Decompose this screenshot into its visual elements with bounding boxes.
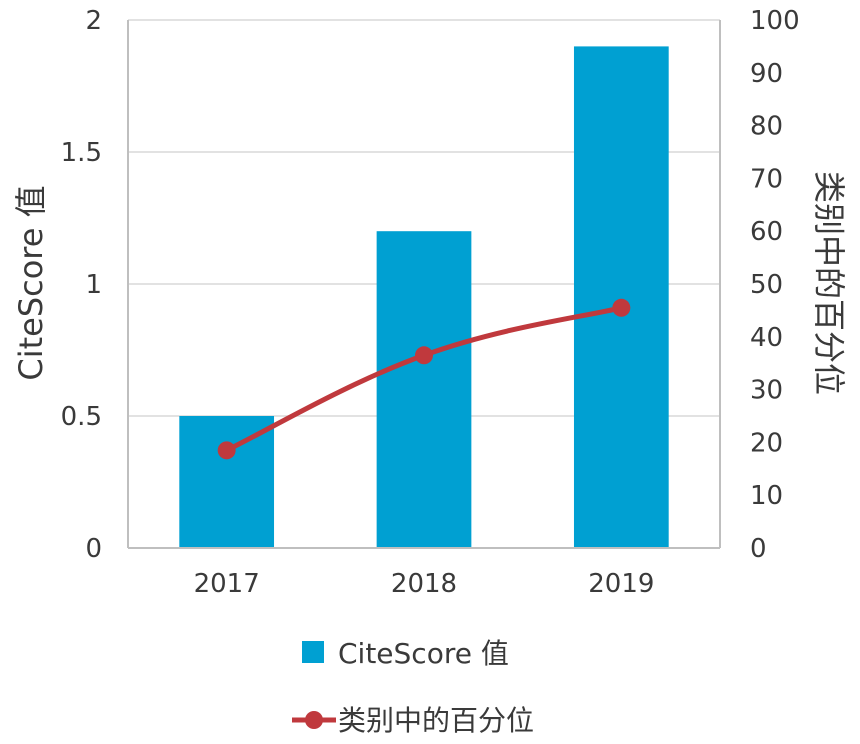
line-series: [217, 298, 631, 460]
legend-bar-label: CiteScore 值: [338, 637, 509, 670]
bar: [376, 231, 472, 548]
line-point: [217, 441, 236, 460]
bar: [179, 416, 275, 548]
x-tick-label: 2018: [391, 569, 457, 599]
left-tick-label: 1: [85, 270, 102, 300]
right-tick-label: 10: [750, 481, 783, 511]
right-tick-label: 100: [750, 6, 800, 36]
right-tick-label: 80: [750, 112, 783, 142]
right-tick-label: 0: [750, 534, 767, 564]
legend-line-marker: [305, 711, 323, 729]
legend-line-label: 类别中的百分位: [338, 704, 534, 737]
right-tick-label: 90: [750, 59, 783, 89]
right-axis-title: 类别中的百分位: [810, 171, 848, 395]
right-tick-label: 70: [750, 164, 783, 194]
right-tick-label: 40: [750, 323, 783, 353]
bar-series: [179, 46, 669, 549]
x-tick-label: 2019: [588, 569, 654, 599]
plot-frame: [127, 20, 721, 549]
left-tick-label: 0: [85, 534, 102, 564]
right-axis-ticks: 0 10 20 30 40 50 60 70 80 90 100: [750, 6, 800, 564]
right-tick-label: 60: [750, 217, 783, 247]
left-axis-ticks: 0 0.5 1 1.5 2: [61, 6, 102, 564]
left-axis-title: CiteScore 值: [12, 185, 50, 380]
line-point: [415, 346, 433, 365]
x-tick-label: 2017: [194, 569, 260, 599]
left-tick-label: 1.5: [61, 138, 102, 168]
bar: [573, 46, 669, 549]
line-point: [612, 298, 631, 317]
legend: CiteScore 值 类别中的百分位: [292, 637, 534, 737]
right-tick-label: 50: [750, 270, 783, 300]
legend-bar-swatch: [302, 641, 324, 663]
x-axis-ticks: 2017 2018 2019: [194, 569, 655, 599]
right-tick-label: 20: [750, 428, 783, 458]
right-tick-label: 30: [750, 376, 783, 406]
left-tick-label: 2: [85, 6, 102, 36]
left-tick-label: 0.5: [61, 402, 102, 432]
